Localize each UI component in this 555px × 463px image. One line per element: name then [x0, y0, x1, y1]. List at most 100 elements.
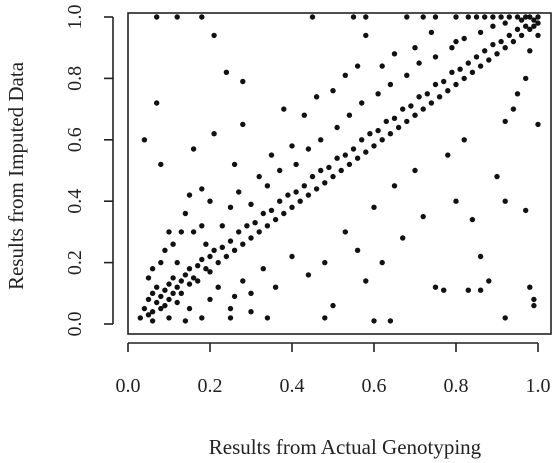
data-point — [510, 38, 517, 45]
data-point — [523, 207, 529, 214]
data-point — [313, 186, 320, 192]
data-point — [149, 309, 156, 315]
data-point — [145, 312, 152, 318]
data-point — [272, 284, 279, 290]
x-tick-label: 0.8 — [444, 375, 469, 397]
data-points — [137, 14, 541, 324]
data-point — [293, 189, 299, 195]
x-axis-title: Results from Actual Genotyping — [209, 435, 482, 459]
x-tick-label: 0.2 — [198, 375, 223, 397]
data-point — [371, 204, 377, 210]
data-point — [502, 198, 508, 204]
data-point — [199, 14, 205, 20]
data-point — [531, 17, 537, 23]
data-point — [482, 48, 488, 54]
data-point — [166, 229, 172, 235]
data-point — [178, 229, 184, 235]
data-point — [264, 223, 271, 229]
data-point — [211, 247, 217, 253]
data-point — [432, 284, 439, 290]
data-point — [268, 207, 275, 214]
data-point — [371, 318, 377, 324]
data-point — [256, 173, 262, 180]
data-point — [359, 137, 365, 143]
data-point — [297, 198, 303, 204]
data-point — [207, 198, 213, 204]
data-point — [186, 266, 193, 272]
data-point — [162, 287, 168, 293]
data-point — [231, 293, 238, 300]
data-point — [215, 284, 221, 290]
data-point — [293, 161, 299, 168]
data-point — [371, 143, 377, 149]
data-point — [391, 51, 398, 57]
data-point — [457, 66, 463, 72]
data-point — [203, 266, 209, 272]
data-point — [514, 14, 521, 20]
data-point — [223, 69, 230, 76]
data-point — [305, 192, 312, 198]
data-point — [346, 112, 353, 118]
data-point — [527, 48, 533, 54]
data-point — [322, 315, 328, 321]
data-point — [436, 94, 443, 100]
data-point — [305, 272, 312, 278]
data-point — [498, 38, 504, 45]
data-point — [445, 88, 451, 94]
data-point — [502, 45, 508, 51]
data-point — [498, 14, 504, 20]
data-point — [490, 14, 496, 20]
y-axis-title: Results from Imputed Data — [4, 61, 28, 290]
data-point — [465, 287, 471, 293]
data-point — [326, 164, 332, 171]
x-tick-label: 0.0 — [116, 375, 141, 397]
data-point — [523, 23, 529, 29]
data-point — [342, 72, 348, 79]
data-point — [190, 229, 197, 235]
data-point — [244, 223, 250, 229]
data-point — [375, 127, 381, 134]
data-point — [412, 112, 418, 118]
y-tick-label: 0.8 — [64, 66, 86, 91]
data-point — [535, 20, 541, 26]
data-point — [240, 78, 246, 85]
data-point — [211, 32, 217, 39]
data-point — [400, 235, 406, 241]
data-point — [494, 173, 500, 180]
data-point — [227, 305, 234, 312]
data-point — [207, 269, 213, 275]
data-point — [359, 100, 365, 106]
data-point — [416, 94, 422, 100]
plot-frame — [127, 12, 552, 335]
data-point — [322, 180, 328, 186]
data-point — [162, 247, 168, 253]
y-tick-label: 1.0 — [64, 5, 86, 30]
x-tick-label: 0.6 — [362, 375, 387, 397]
data-point — [195, 263, 201, 269]
data-point — [277, 198, 283, 204]
data-point — [318, 167, 324, 174]
data-point — [215, 259, 221, 266]
data-point — [158, 161, 164, 168]
data-point — [174, 284, 180, 290]
data-point — [354, 155, 361, 161]
data-point — [285, 192, 291, 198]
data-point — [219, 223, 225, 229]
data-point — [170, 241, 176, 247]
y-tick-label: 0.0 — [64, 312, 86, 337]
data-point — [318, 137, 324, 143]
data-point — [527, 14, 533, 20]
data-point — [482, 14, 488, 20]
data-point — [354, 247, 361, 253]
data-point — [432, 14, 439, 20]
data-point — [309, 173, 316, 180]
data-point — [174, 259, 180, 266]
data-point — [490, 23, 496, 29]
data-point — [350, 14, 357, 20]
data-point — [514, 26, 521, 32]
data-point — [199, 186, 205, 192]
data-point — [412, 45, 418, 51]
data-point — [154, 299, 160, 306]
data-point — [195, 278, 201, 284]
data-point — [441, 78, 447, 85]
